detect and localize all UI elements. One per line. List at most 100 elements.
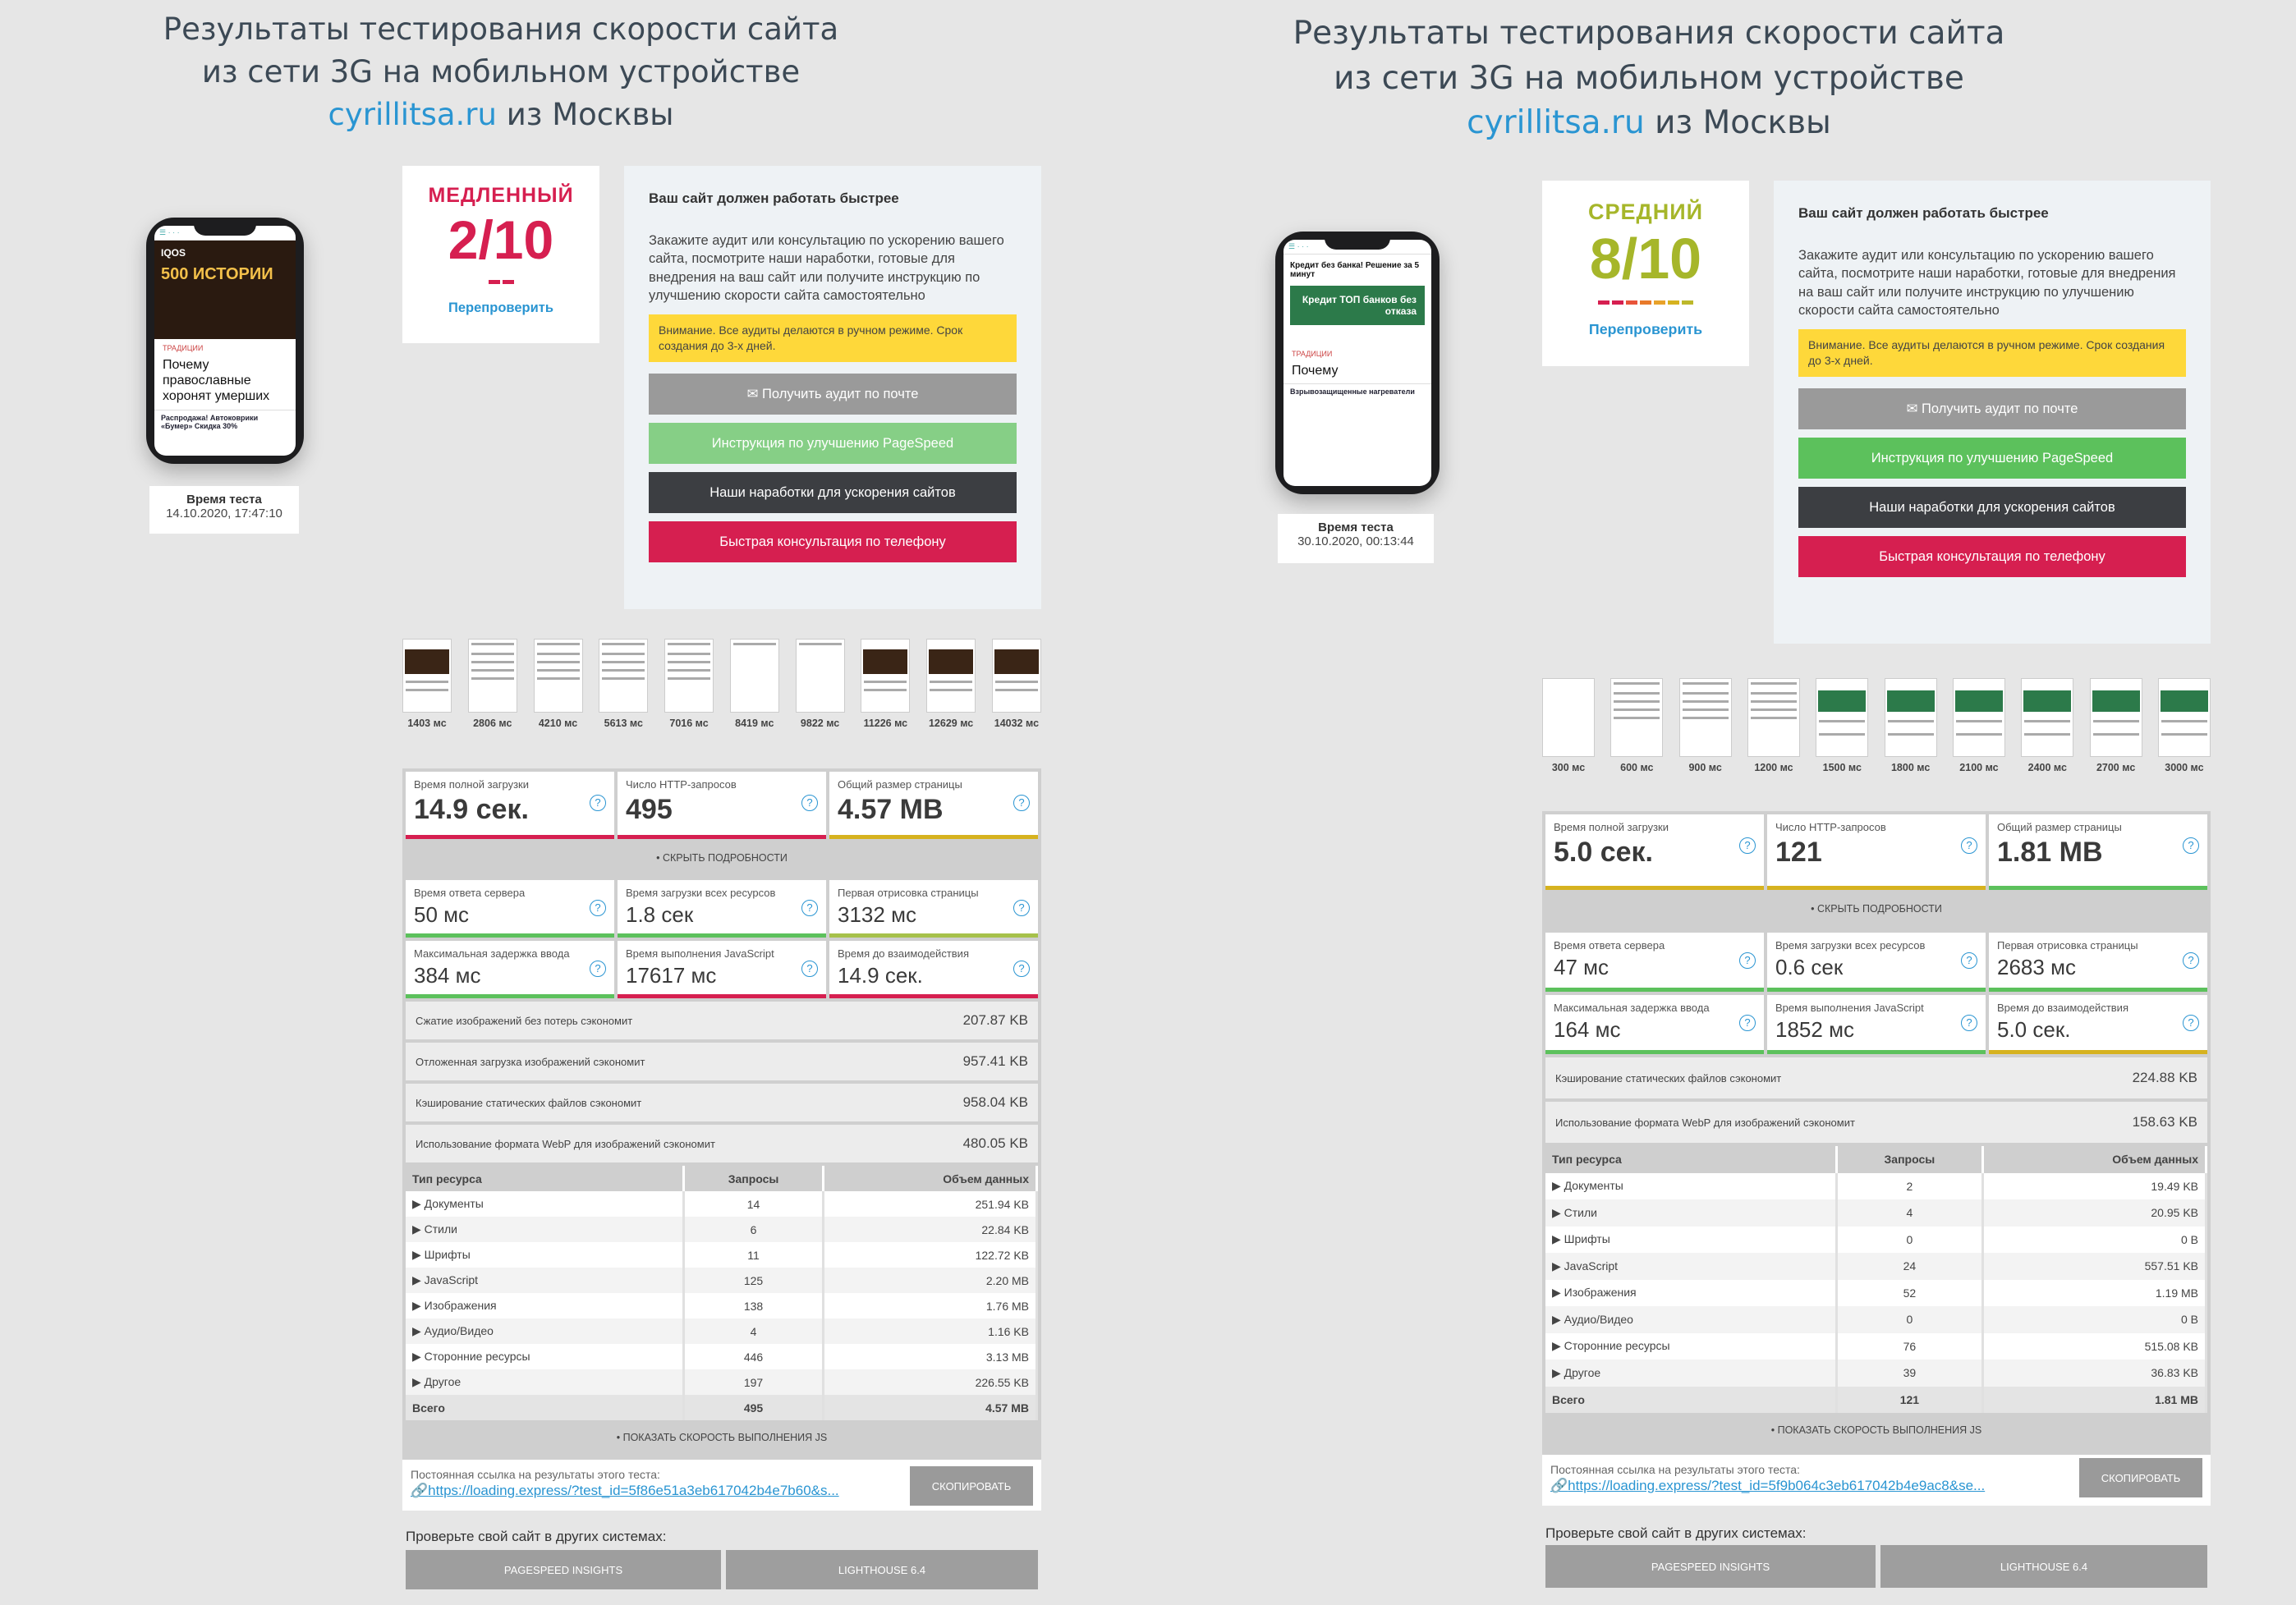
filmstrip-time: 4210 мс (538, 718, 578, 729)
help-icon[interactable]: ? (2183, 837, 2199, 854)
resource-size: 557.51 KB (1982, 1253, 2208, 1280)
our-works-button[interactable]: Наши наработки для ускорения сайтов (649, 471, 1017, 513)
filmstrip-frame[interactable]: 1500 мс (1816, 678, 1869, 773)
table-row[interactable]: ▶ Шрифты 0 0 B (1545, 1226, 2208, 1253)
lighthouse-button[interactable]: LIGHTHOUSE 6.4 (1880, 1545, 2207, 1588)
filmstrip-frame[interactable]: 2400 мс (2021, 678, 2074, 773)
recheck-link[interactable]: Перепроверить (448, 300, 553, 315)
filmstrip-thumbnail (1678, 678, 1732, 757)
help-icon[interactable]: ? (1013, 795, 1030, 811)
recheck-link[interactable]: Перепроверить (1588, 320, 1703, 337)
filmstrip-frame[interactable]: 8419 мс (729, 639, 779, 729)
filmstrip-thumbnail (599, 639, 649, 713)
filmstrip-frame[interactable]: 5613 мс (599, 639, 649, 729)
help-icon[interactable]: ? (1739, 952, 1756, 969)
permalink-url[interactable]: 🔗https://loading.express/?test_id=5f86e5… (411, 1483, 893, 1499)
phone-consult-button[interactable]: Быстрая консультация по телефону (1798, 535, 2186, 577)
help-icon[interactable]: ? (2183, 1015, 2199, 1031)
help-icon[interactable]: ? (1739, 837, 1756, 854)
promo-box: Ваш сайт должен работать быстрее Закажит… (1774, 181, 2211, 644)
pagespeed-insights-button[interactable]: PAGESPEED INSIGHTS (406, 1550, 721, 1589)
table-row[interactable]: ▶ Изображения 52 1.19 MB (1545, 1279, 2208, 1306)
pagespeed-guide-button[interactable]: Инструкция по улучшению PageSpeed (649, 422, 1017, 464)
help-icon[interactable]: ? (1739, 1015, 1756, 1031)
filmstrip-frame[interactable]: 12629 мс (926, 639, 976, 729)
filmstrip-frame[interactable]: 9822 мс (795, 639, 845, 729)
help-icon[interactable]: ? (1961, 1015, 1977, 1031)
hide-details-toggle[interactable]: • СКРЫТЬ ПОДРОБНОСТИ (656, 852, 788, 864)
permalink-url[interactable]: 🔗https://loading.express/?test_id=5f9b06… (1550, 1478, 2063, 1494)
filmstrip-frame[interactable]: 2806 мс (467, 639, 517, 729)
email-audit-button[interactable]: ✉ Получить аудит по почте (1798, 387, 2186, 429)
help-icon[interactable]: ? (801, 900, 818, 916)
table-row[interactable]: ▶ Другое 197 226.55 KB (406, 1369, 1039, 1395)
metric-status-bar (1767, 1050, 1986, 1054)
filmstrip-thumbnail (1542, 678, 1595, 757)
filmstrip-time: 1800 мс (1890, 762, 1931, 773)
table-row[interactable]: ▶ Изображения 138 1.76 MB (406, 1293, 1039, 1318)
help-icon[interactable]: ? (1013, 961, 1030, 977)
table-row[interactable]: ▶ Документы 14 251.94 KB (406, 1191, 1039, 1217)
resource-table: Тип ресурса Запросы Объем данных ▶ Докум… (406, 1166, 1039, 1420)
ad-brand: Кредит без банка! Решение за 5 минут (1290, 261, 1420, 279)
filmstrip-frame[interactable]: 4210 мс (533, 639, 583, 729)
filmstrip-frame[interactable]: 1200 мс (1747, 678, 1800, 773)
phone-consult-button[interactable]: Быстрая консультация по телефону (649, 520, 1017, 562)
help-icon[interactable]: ? (801, 961, 818, 977)
table-row[interactable]: ▶ Документы 2 19.49 KB (1545, 1172, 2208, 1199)
pagespeed-insights-button[interactable]: PAGESPEED INSIGHTS (1545, 1545, 1876, 1588)
phone-preview: ☰ · · · IQOS 500 ИСТОРИИ ТРАДИЦИИ Почему… (146, 218, 304, 464)
help-icon[interactable]: ? (590, 900, 606, 916)
filmstrip-frame[interactable]: 900 мс (1678, 678, 1732, 773)
filmstrip-frame[interactable]: 1800 мс (1884, 678, 1937, 773)
help-icon[interactable]: ? (1961, 837, 1977, 854)
filmstrip-frame[interactable]: 11226 мс (861, 639, 911, 729)
detail-metric: Время выполнения JavaScript 1852 мс ? (1767, 995, 1986, 1054)
pagespeed-guide-button[interactable]: Инструкция по улучшению PageSpeed (1798, 437, 2186, 479)
filmstrip-frame[interactable]: 2100 мс (1952, 678, 2005, 773)
table-row[interactable]: ▶ Сторонние ресурсы 446 3.13 MB (406, 1344, 1039, 1369)
copy-button[interactable]: СКОПИРОВАТЬ (2079, 1458, 2202, 1497)
help-icon[interactable]: ? (801, 795, 818, 811)
filmstrip-frame[interactable]: 3000 мс (2157, 678, 2211, 773)
site-link[interactable]: cyrillitsa.ru (1467, 104, 1645, 142)
help-icon[interactable]: ? (1013, 900, 1030, 916)
site-link[interactable]: cyrillitsa.ru (328, 96, 497, 132)
filmstrip-frame[interactable]: 2700 мс (2089, 678, 2142, 773)
email-audit-button[interactable]: ✉ Получить аудит по почте (649, 373, 1017, 415)
table-row[interactable]: ▶ JavaScript 24 557.51 KB (1545, 1253, 2208, 1280)
savings-row: Использование формата WebP для изображен… (1545, 1102, 2207, 1143)
filmstrip-frame[interactable]: 7016 мс (664, 639, 714, 729)
table-row[interactable]: ▶ Шрифты 11 122.72 KB (406, 1242, 1039, 1268)
filmstrip-thumbnail (991, 639, 1041, 713)
resource-requests: 0 (1836, 1306, 1984, 1333)
table-row[interactable]: ▶ Стили 4 20.95 KB (1545, 1199, 2208, 1227)
copy-button[interactable]: СКОПИРОВАТЬ (910, 1466, 1033, 1506)
filmstrip-frame[interactable]: 600 мс (1610, 678, 1664, 773)
show-js-toggle[interactable]: • ПОКАЗАТЬ СКОРОСТЬ ВЫПОЛНЕНИЯ JS (616, 1432, 828, 1443)
table-row[interactable]: ▶ Другое 39 36.83 KB (1545, 1360, 2208, 1387)
help-icon[interactable]: ? (590, 961, 606, 977)
score-value: 2/10 (448, 209, 554, 270)
table-row[interactable]: ▶ Аудио/Видео 0 0 B (1545, 1306, 2208, 1333)
table-row[interactable]: ▶ Стили 6 22.84 KB (406, 1217, 1039, 1242)
filmstrip-frame[interactable]: 1403 мс (402, 639, 452, 729)
help-icon[interactable]: ? (1961, 952, 1977, 969)
lighthouse-button[interactable]: LIGHTHOUSE 6.4 (726, 1550, 1038, 1589)
link-icon: 🔗 (1550, 1478, 1568, 1493)
result-panel: Результаты тестирования скорости сайта и… (146, 11, 1041, 1589)
table-row[interactable]: ▶ Сторонние ресурсы 76 515.08 KB (1545, 1332, 2208, 1360)
table-row[interactable]: ▶ JavaScript 125 2.20 MB (406, 1268, 1039, 1293)
filmstrip-time: 1403 мс (407, 718, 447, 729)
help-icon[interactable]: ? (590, 795, 606, 811)
help-icon[interactable]: ? (2183, 952, 2199, 969)
main-metric: Общий размер страницы 4.57 MB ? (829, 772, 1038, 839)
filmstrip-frame[interactable]: 300 мс (1542, 678, 1595, 773)
our-works-button[interactable]: Наши наработки для ускорения сайтов (1798, 486, 2186, 528)
metric-value: 164 мс (1554, 1017, 1621, 1042)
filmstrip-frame[interactable]: 14032 мс (991, 639, 1041, 729)
hide-details-toggle[interactable]: • СКРЫТЬ ПОДРОБНОСТИ (1811, 903, 1942, 915)
table-row[interactable]: ▶ Аудио/Видео 4 1.16 KB (406, 1318, 1039, 1344)
resource-type: ▶ Изображения (406, 1293, 686, 1318)
show-js-toggle[interactable]: • ПОКАЗАТЬ СКОРОСТЬ ВЫПОЛНЕНИЯ JS (1770, 1424, 1982, 1436)
